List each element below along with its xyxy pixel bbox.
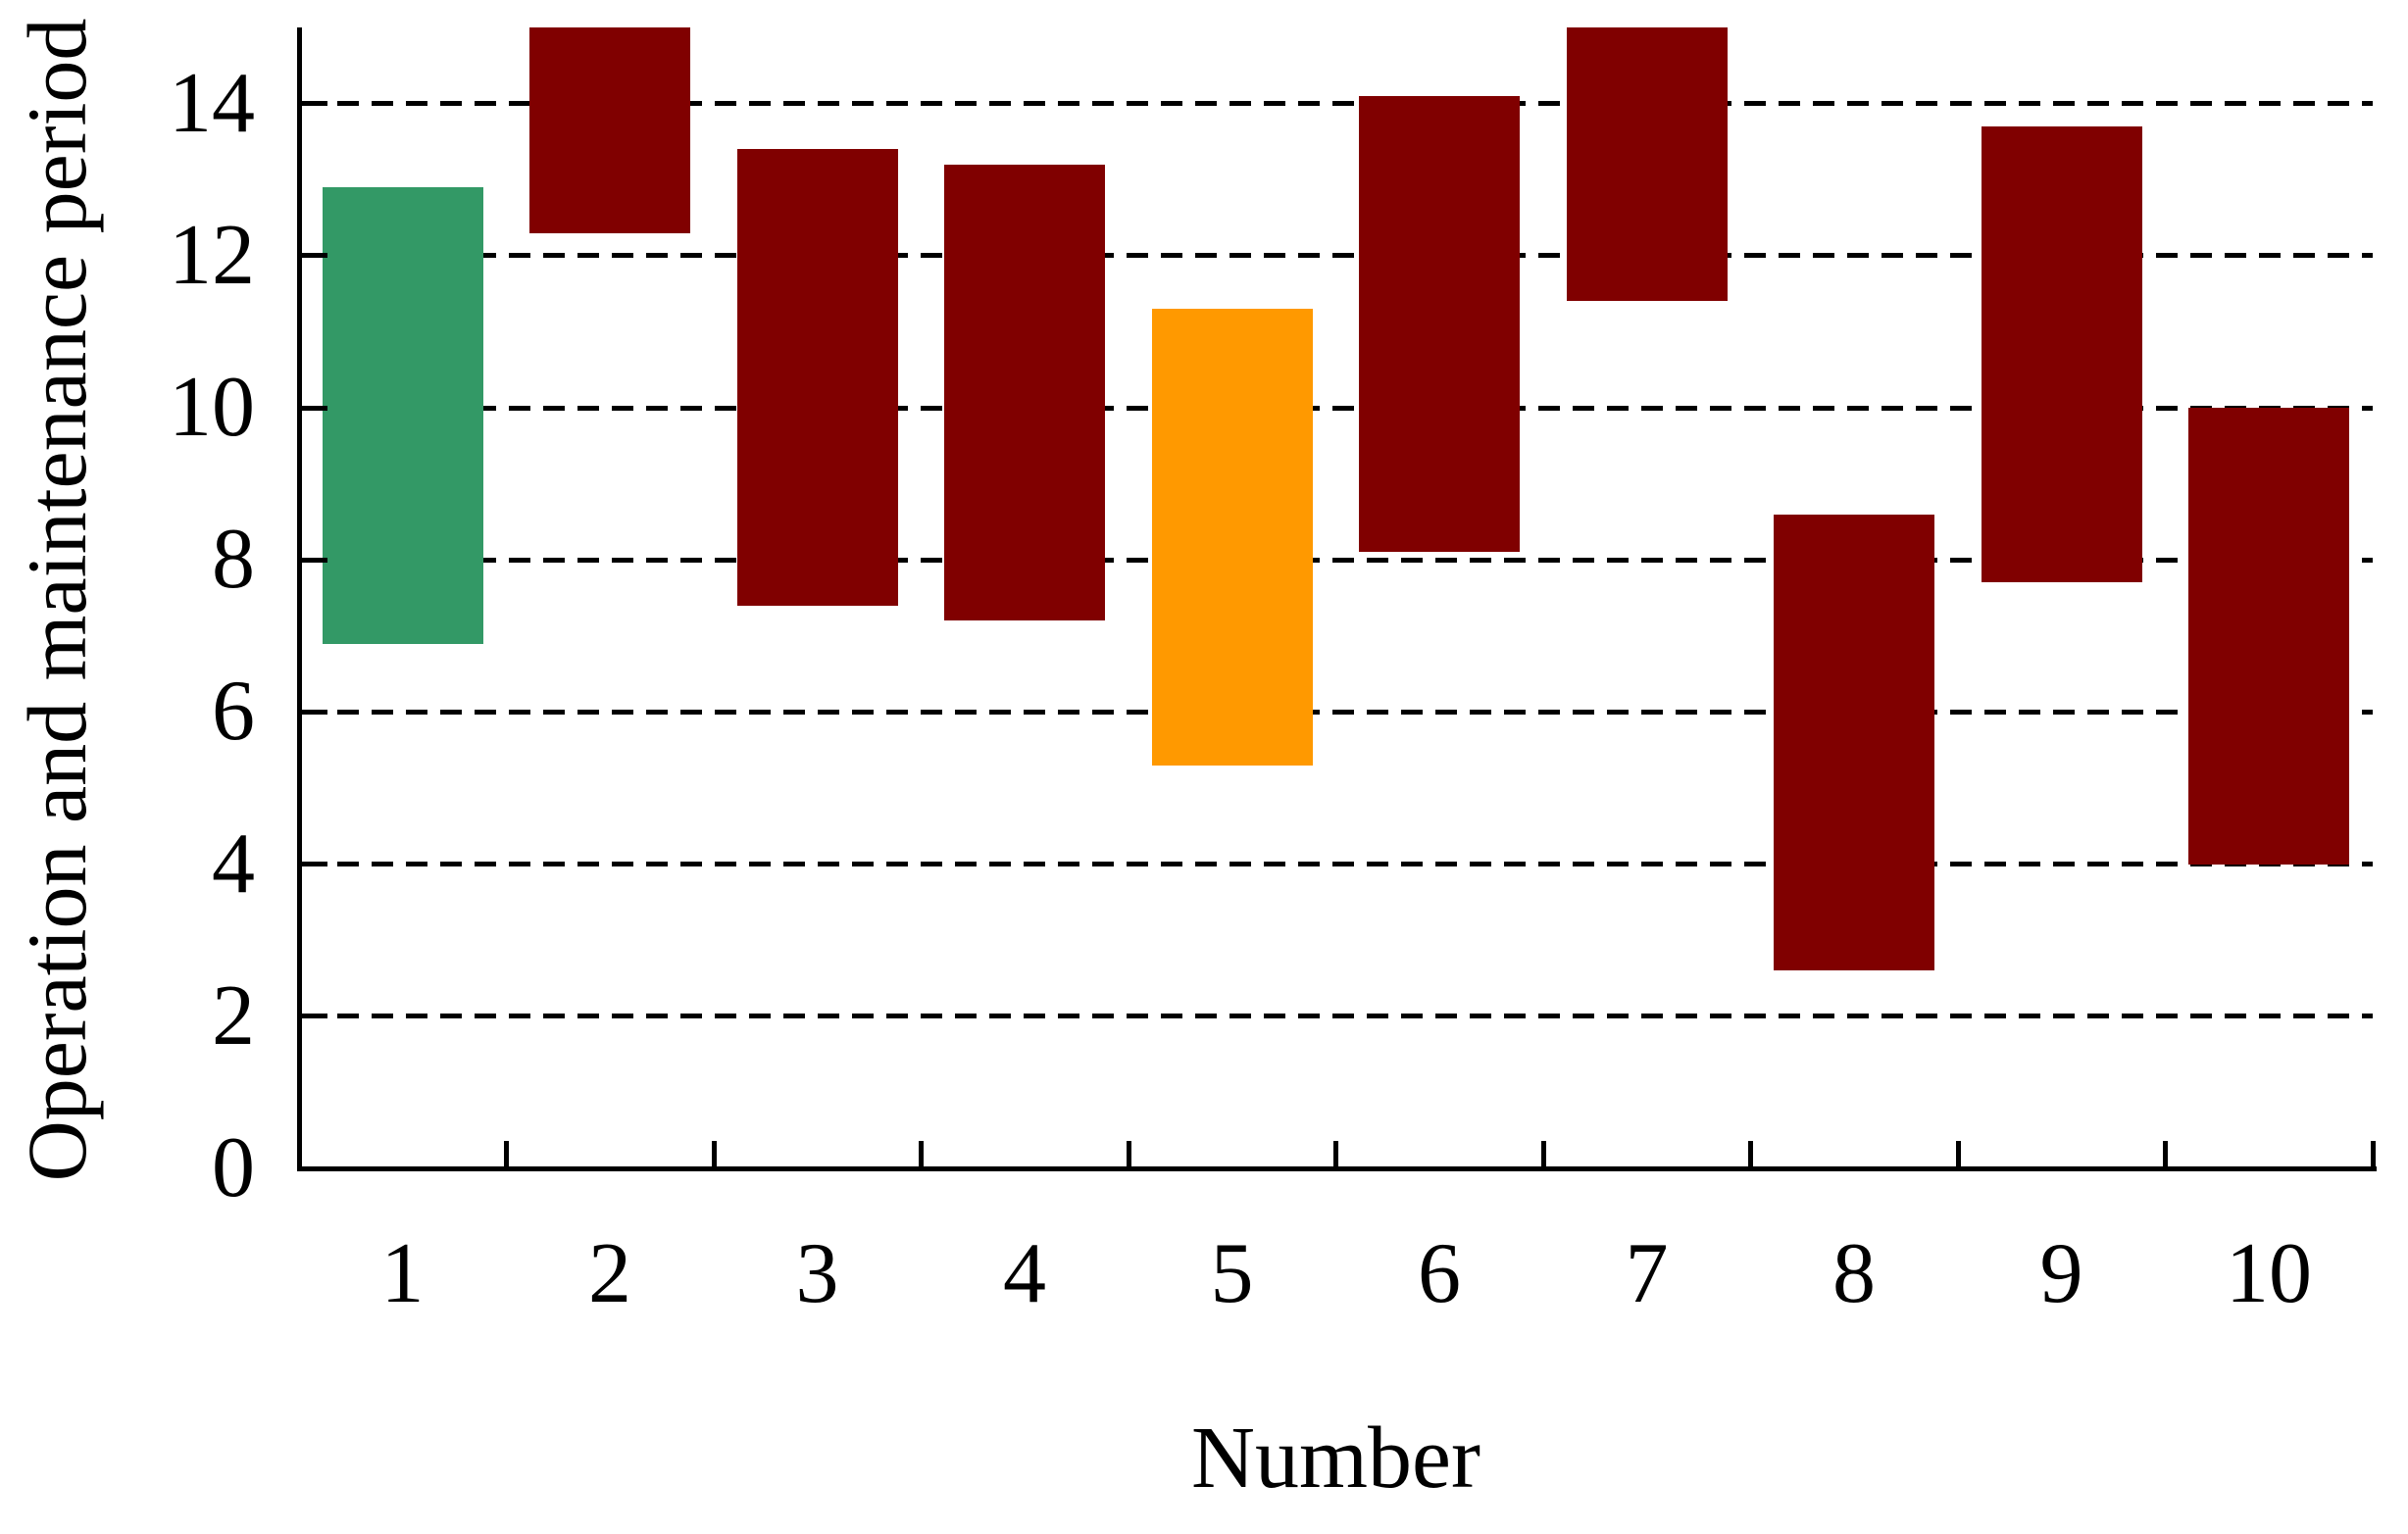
y-tick-label-4: 4	[212, 816, 255, 912]
bar-8	[1774, 514, 1935, 971]
y-tick-4	[299, 862, 327, 867]
gridline-y-6	[303, 709, 2373, 715]
bar-5	[1151, 309, 1313, 766]
gridline-y-12	[303, 253, 2373, 259]
y-axis-title: Operation and maintenance period	[10, 18, 104, 1182]
y-tick-label-14: 14	[169, 55, 255, 151]
x-tick-label-9: 9	[2039, 1226, 2083, 1321]
y-tick-label-6: 6	[212, 664, 255, 760]
y-tick-6	[299, 709, 327, 715]
gridline-y-4	[303, 862, 2373, 867]
gridline-y-8	[303, 557, 2373, 563]
x-tick-label-1: 1	[380, 1226, 425, 1321]
x-axis-line	[297, 1166, 2377, 1171]
x-tick-boundary-6	[1540, 1141, 1546, 1168]
x-tick-boundary-10	[2370, 1141, 2376, 1168]
gridline-y-2	[303, 1014, 2373, 1019]
x-tick-boundary-4	[1126, 1141, 1131, 1168]
y-tick-label-2: 2	[212, 967, 255, 1064]
y-tick-label-8: 8	[212, 512, 255, 608]
bar-9	[1981, 125, 2142, 583]
x-tick-label-3: 3	[795, 1226, 839, 1321]
x-tick-label-7: 7	[1625, 1226, 1669, 1321]
x-tick-boundary-8	[1955, 1141, 1961, 1168]
x-tick-label-2: 2	[588, 1226, 631, 1321]
x-tick-label-4: 4	[1003, 1226, 1046, 1321]
y-tick-12	[299, 253, 327, 259]
y-tick-10	[299, 405, 327, 411]
x-tick-label-6: 6	[1418, 1226, 1461, 1321]
x-tick-boundary-3	[919, 1141, 924, 1168]
x-tick-boundary-7	[1748, 1141, 1753, 1168]
bar-7	[1566, 27, 1728, 302]
x-axis-title: Number	[1191, 1410, 1480, 1507]
bar-1	[322, 186, 483, 644]
y-tick-14	[299, 101, 327, 107]
x-tick-boundary-1	[504, 1141, 509, 1168]
gridline-y-14	[303, 101, 2373, 107]
y-tick-label-12: 12	[169, 207, 255, 303]
bar-3	[736, 149, 898, 606]
x-tick-boundary-5	[1333, 1141, 1338, 1168]
x-tick-boundary-2	[711, 1141, 717, 1168]
bar-4	[944, 164, 1106, 621]
bar-2	[529, 27, 691, 233]
x-tick-label-10: 10	[2226, 1226, 2312, 1321]
y-tick-8	[299, 557, 327, 563]
x-tick-label-5: 5	[1210, 1226, 1254, 1321]
y-tick-2	[299, 1014, 327, 1019]
y-tick-label-0: 0	[212, 1120, 255, 1215]
y-axis-line	[297, 27, 302, 1171]
bar-10	[2188, 408, 2350, 865]
bar-6	[1359, 95, 1521, 553]
x-tick-boundary-9	[2163, 1141, 2168, 1168]
y-tick-label-10: 10	[169, 360, 255, 455]
x-tick-label-8: 8	[1832, 1226, 1876, 1321]
gridline-y-10	[303, 405, 2373, 411]
